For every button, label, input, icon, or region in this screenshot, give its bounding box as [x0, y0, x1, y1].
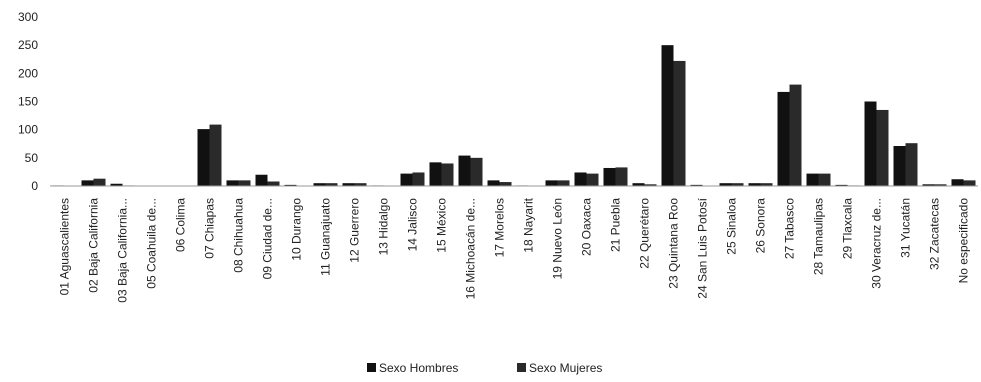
y-tick-label: 200	[18, 66, 38, 80]
bar-hombres	[603, 167, 616, 186]
x-tick-label: 07 Chiapas	[203, 198, 217, 259]
x-tick-label: 22 Querétaro	[638, 198, 652, 269]
bar-hombres	[400, 173, 413, 186]
x-tick-label: 30 Veracruz de...	[870, 198, 884, 289]
bar-hombres	[110, 183, 123, 186]
bar-mujeres	[267, 181, 280, 186]
x-tick-label: 20 Oaxaca	[580, 198, 594, 256]
legend-swatch-hombres	[367, 363, 376, 372]
x-tick-label: 14 Jalisco	[406, 198, 420, 252]
bar-hombres	[284, 184, 297, 186]
x-tick-label: 06 Colima	[174, 198, 188, 252]
x-tick-label: 25 Sinaloa	[725, 198, 739, 255]
bar-mujeres	[934, 184, 947, 186]
bar-hombres	[690, 184, 703, 186]
bar-mujeres	[354, 183, 367, 186]
x-tick-label: 09 Ciudad de...	[261, 198, 275, 279]
legend-label-hombres: Sexo Hombres	[379, 361, 458, 375]
bar-hombres	[342, 183, 355, 186]
bar-hombres	[661, 45, 674, 186]
x-tick-label: 11 Guanajuato	[319, 198, 333, 276]
bar-hombres	[545, 180, 558, 186]
x-tick-label: 12 Guerrero	[348, 198, 362, 263]
y-tick-label: 300	[18, 10, 38, 24]
y-tick-label: 150	[18, 95, 38, 109]
x-tick-label: 13 Hidalgo	[377, 198, 391, 256]
bar-hombres	[487, 180, 500, 186]
bar-hombres	[574, 172, 587, 186]
bar-mujeres	[789, 84, 802, 186]
x-tick-label: 32 Zacatecas	[928, 198, 942, 270]
bar-hombres	[429, 162, 442, 186]
x-tick-label: 05 Coahuila de...	[145, 198, 159, 289]
x-tick-label: 29 Tlaxcala	[841, 198, 855, 259]
bar-hombres	[458, 155, 471, 186]
y-axis: 0 50 100 150 200 250 300	[18, 10, 38, 193]
x-tick-label: 02 Baja California	[87, 198, 101, 293]
x-tick-label: 27 Tabasco	[783, 198, 797, 259]
x-tick-label: 24 San Luis Potosí	[696, 197, 710, 298]
bar-mujeres	[93, 178, 106, 186]
bar-mujeres	[905, 143, 918, 186]
bar-hombres	[835, 184, 848, 186]
x-tick-label: 10 Durango	[290, 198, 304, 261]
bar-mujeres	[470, 157, 483, 186]
bar-mujeres	[673, 60, 686, 186]
x-tick-label: 21 Puebla	[609, 198, 623, 252]
x-tick-label: 03 Baja California...	[116, 198, 130, 303]
bar-mujeres	[586, 173, 599, 186]
bar-hombres	[313, 183, 326, 186]
bar-mujeres	[412, 172, 425, 186]
legend: Sexo Hombres Sexo Mujeres	[367, 361, 602, 375]
x-tick-label: 01 Aguascalientes	[58, 198, 72, 295]
bar-mujeres	[441, 163, 454, 186]
bar-mujeres	[818, 173, 831, 186]
bar-mujeres	[731, 183, 744, 186]
bar-mujeres	[963, 180, 976, 186]
bar-hombres	[951, 179, 964, 186]
bars	[52, 45, 976, 186]
bar-hombres	[226, 180, 239, 186]
y-tick-label: 100	[18, 123, 38, 137]
bar-hombres	[806, 173, 819, 186]
bar-mujeres	[760, 183, 773, 186]
x-tick-label: 17 Morelos	[493, 198, 507, 257]
bar-mujeres	[238, 180, 251, 186]
x-tick-label: 26 Sonora	[754, 198, 768, 254]
x-tick-label: 18 Nayarit	[522, 197, 536, 252]
x-tick-label: 23 Quintana Roo	[667, 198, 681, 289]
bar-hombres	[922, 184, 935, 186]
x-tick-label: 19 Nuevo León	[551, 198, 565, 279]
x-tick-label: 31 Yucatán	[899, 198, 913, 258]
legend-label-mujeres: Sexo Mujeres	[529, 361, 602, 375]
bar-hombres	[893, 146, 906, 186]
y-tick-label: 0	[31, 179, 38, 193]
bar-hombres	[719, 183, 732, 186]
bar-hombres	[255, 174, 268, 186]
y-tick-label: 250	[18, 38, 38, 52]
bar-hombres	[81, 180, 94, 186]
bar-mujeres	[876, 109, 889, 186]
x-tick-label: 15 México	[435, 198, 449, 253]
bar-mujeres	[615, 167, 628, 186]
x-tick-label: 08 Chihuahua	[232, 198, 246, 273]
bar-mujeres	[325, 183, 338, 186]
bar-hombres	[632, 183, 645, 186]
x-tick-label: 16 Michoacán de...	[464, 198, 478, 299]
bar-mujeres	[209, 124, 222, 186]
y-tick-label: 50	[25, 151, 39, 165]
bar-hombres	[777, 91, 790, 186]
bar-mujeres	[499, 182, 512, 186]
x-tick-label: No especificado	[957, 198, 971, 284]
bar-mujeres	[644, 184, 657, 186]
x-tick-label: 28 Tamaulipas	[812, 198, 826, 275]
bar-mujeres	[557, 180, 570, 186]
bar-hombres	[197, 129, 210, 186]
bar-hombres	[864, 101, 877, 186]
bar-hombres	[748, 183, 761, 186]
legend-swatch-mujeres	[517, 363, 526, 372]
x-axis: 01 Aguascalientes 02 Baja California 03 Ba…	[58, 197, 971, 302]
